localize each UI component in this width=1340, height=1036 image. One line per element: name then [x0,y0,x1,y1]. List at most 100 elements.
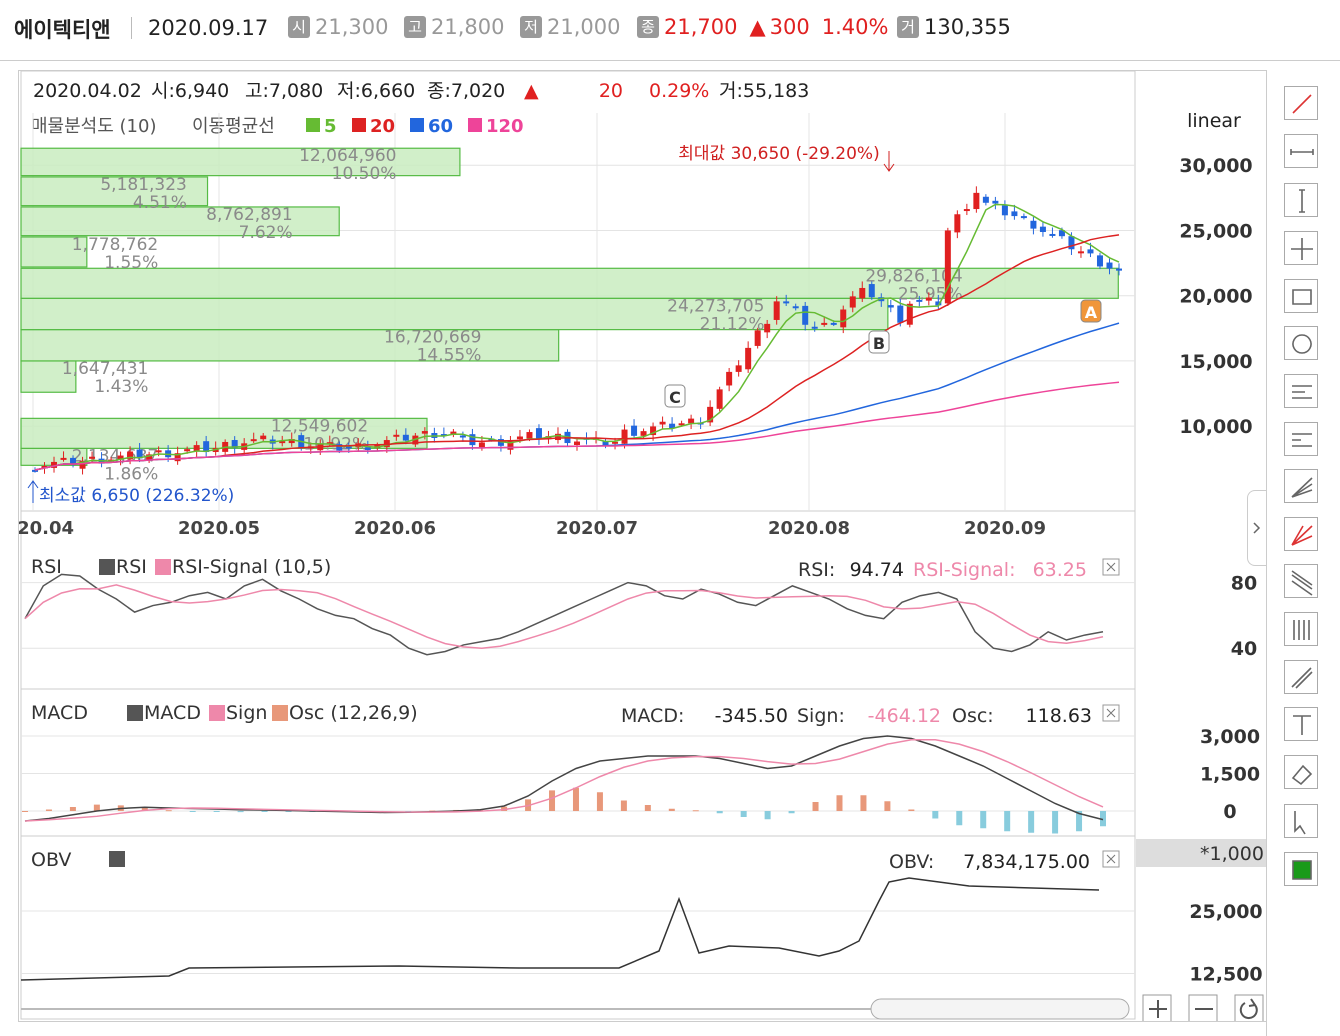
obv-line [20,877,1100,981]
date-axis-tick: 2020.06 [354,518,436,539]
candle-body [1068,236,1075,250]
candle-body [32,469,38,472]
vertical-line-tool-button[interactable] [1284,183,1318,217]
candle-body [1001,205,1008,216]
parallel-lines-tool-button[interactable] [1284,660,1318,694]
close-value: 21,700 [664,15,738,39]
date-axis-tick: 2020.09 [964,518,1046,539]
candle-body [640,431,647,436]
refresh-button-frame [1234,994,1264,1021]
rsi-close-glyph [1106,562,1116,572]
pointer-tool-button[interactable] [1284,804,1318,838]
macd-axis-tick: 0 [1223,801,1236,823]
speed-line-icon [1291,477,1313,498]
macd-osc-bar [812,802,819,811]
rsi-signal-legend-label: RSI-Signal (10,5) [172,556,331,578]
volume-profile-bar [20,297,889,331]
candle-body [1116,268,1122,271]
high-value: 21,800 [431,15,505,39]
fibonacci-fan-tool-button[interactable] [1284,422,1318,456]
rsi-value-label: RSI: [798,559,835,581]
volume-profile-bar [20,360,77,393]
horizontal-line-tool-button[interactable] [1284,134,1318,168]
obv-value-label: OBV: [889,851,934,873]
price-axis-tick: 30,000 [1179,155,1252,177]
ma-legend-label: 120 [486,116,524,137]
collapse-toolbar-tab[interactable] [1247,490,1266,566]
crosshair-tool-button[interactable] [1284,231,1318,265]
zoom-in-icon [1149,1000,1167,1018]
macd-osc-bar [932,811,939,819]
macd-title: MACD [31,702,88,724]
candle-body [925,297,932,301]
candle-body [811,326,818,329]
gann-fan-tool-button[interactable] [1284,517,1318,551]
macd-osc-bar [1052,811,1059,834]
zoom-out-button[interactable] [1188,994,1218,1021]
volume-profile-percent: 4.51% [133,193,187,213]
info-date: 2020.04.02 [33,80,142,102]
stock-header-bar: 에이텍티앤 2020.09.17 시 21,300 고 21,800 저 21,000… [0,0,1340,61]
candle-body [412,435,419,445]
macd-osc-bar [549,790,556,811]
info-arrow: ▲ [524,80,539,102]
rsi-signal-legend-swatch [155,559,171,575]
marker-box [868,330,890,354]
candle-body [745,347,752,370]
circle-tool-button[interactable] [1284,326,1318,360]
rectangle-tool-button[interactable] [1284,279,1318,313]
candle-body [973,192,980,210]
circle-icon [1292,334,1312,354]
macd-osc-bar [45,809,52,811]
high-price: 고 21,800 [404,15,504,39]
price-axis-tick: 15,000 [1179,351,1252,373]
refresh-button[interactable] [1234,994,1264,1021]
volume-badge: 거 [897,16,919,38]
date-axis-tick: 2020.08 [768,518,850,539]
macd-osc-bar [836,795,843,811]
candle-body [364,447,371,450]
trend-channel-tool-button[interactable] [1284,564,1318,598]
color-picker-tool-button[interactable] [1284,852,1318,886]
candle-body [840,309,847,328]
macd-osc-bar [285,811,292,812]
scale-label: linear [1187,110,1241,132]
macd-osc-bar [668,808,675,811]
candle-body [51,461,58,468]
rectangle-icon [1292,289,1312,305]
ma120-line [34,381,1120,471]
eraser-tool-button[interactable] [1284,755,1318,789]
candle-body [478,442,485,448]
rsi-signal-label: RSI-Signal: [913,559,1016,581]
candle-body [764,323,771,333]
vertical-lines-tool-button[interactable] [1284,612,1318,646]
macd-osc-bar [644,805,651,811]
text-tool-icon [1293,715,1311,735]
chart-area[interactable]: 2020.04.02 시:6,940 고:7,080 저:6,660 종:7,020 ▲ 2… [18,70,1267,1022]
candle-body [421,431,428,434]
rsi-axis-tick: 80 [1231,573,1257,595]
candle-body [1096,255,1103,267]
macd-osc-bar [22,811,28,812]
text-tool-tool-button[interactable] [1284,707,1318,741]
zoom-in-button[interactable] [1142,994,1172,1021]
line-tool-tool-button[interactable] [1284,86,1318,120]
macd-osc-bar [596,792,603,811]
chart-canvas[interactable]: 2020.04.02 시:6,940 고:7,080 저:6,660 종:7,020 ▲ 2… [19,71,1267,1021]
fibonacci-retracement-tool-button[interactable] [1284,374,1318,408]
speed-line-tool-button[interactable] [1284,469,1318,503]
candle-body [887,305,894,308]
candle-body [773,301,780,320]
volume-profile-percent: 1.86% [104,464,158,484]
candle-body [1106,262,1113,269]
volume-profile-amount: 1,778,762 [72,235,159,255]
candle-body [821,322,828,325]
info-change: 20 [599,80,623,102]
candle-body [279,441,286,444]
gann-fan-icon [1291,525,1313,546]
date-axis-tick: 2020.04 [19,518,74,539]
candle-body [1020,216,1027,219]
change-percent: 1.40% [821,15,889,39]
macd-osc-bar [1076,811,1083,832]
rsi-signal-value: 63.25 [1033,559,1087,581]
